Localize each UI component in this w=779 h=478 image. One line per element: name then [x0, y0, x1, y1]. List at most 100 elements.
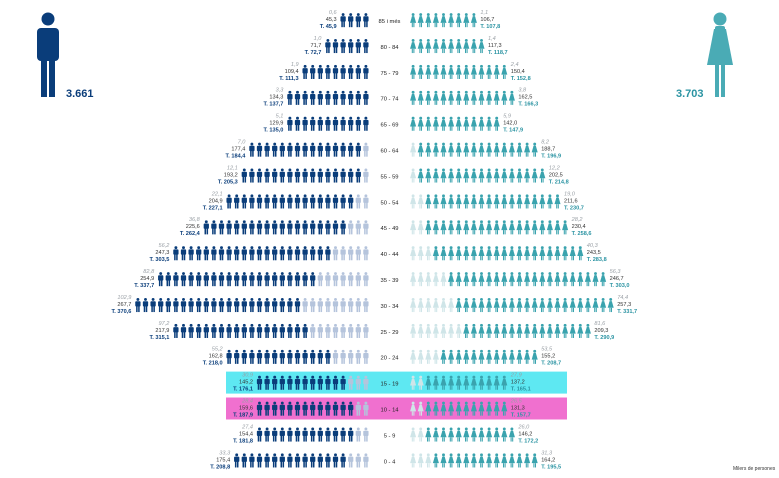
man-native-icon: [287, 349, 293, 364]
woman-native-icon: [455, 272, 462, 287]
man-native-icon: [264, 220, 270, 235]
man-foreign-icon: [348, 272, 354, 287]
woman-native-icon: [478, 427, 485, 442]
woman-native-icon: [470, 453, 477, 468]
women-native-value: 188,7: [541, 147, 555, 153]
man-native-icon: [325, 38, 331, 54]
man-native-icon: [325, 64, 331, 79]
woman-native-icon: [592, 272, 599, 287]
women-total-value: T. 152,8: [511, 76, 531, 82]
men-foreign-value: 7,0: [238, 140, 247, 146]
men-foreign-value: 30,9: [242, 373, 253, 379]
woman-foreign-icon: [448, 297, 455, 313]
man-native-icon: [226, 349, 232, 364]
men-native-value: 247,3: [155, 250, 169, 256]
man-native-icon: [249, 272, 255, 287]
women-foreign-value: 5,9: [503, 114, 511, 120]
woman-native-icon: [478, 323, 485, 338]
women-native-value: 257,3: [617, 302, 631, 308]
women-total-value: T. 107,8: [480, 24, 500, 30]
women-foreign-value: 19,0: [564, 191, 576, 197]
women-native-value: 209,3: [594, 328, 608, 334]
woman-native-icon: [432, 38, 439, 54]
man-native-icon: [325, 220, 331, 235]
men-foreign-value: 1,0: [314, 36, 323, 42]
women-foreign-value: 26,5: [510, 399, 523, 405]
man-native-icon: [340, 13, 346, 28]
woman-native-icon: [562, 220, 569, 235]
woman-native-icon: [463, 246, 470, 261]
man-native-icon: [317, 168, 323, 183]
woman-foreign-icon: [432, 297, 439, 313]
man-native-icon: [302, 142, 308, 157]
woman-native-icon: [448, 38, 455, 54]
woman-native-icon: [463, 297, 470, 313]
woman-native-icon: [524, 194, 531, 209]
woman-native-icon: [470, 297, 477, 313]
man-native-icon: [325, 194, 331, 209]
woman-native-icon: [508, 142, 515, 157]
men-foreign-value: 3,3: [276, 88, 285, 94]
woman-foreign-icon: [410, 220, 417, 235]
woman-native-icon: [531, 349, 538, 364]
woman-native-icon: [478, 246, 485, 261]
man-native-icon: [287, 168, 293, 183]
man-foreign-icon: [325, 272, 331, 287]
age-group-label: 5 - 9: [384, 433, 396, 439]
woman-native-icon: [432, 246, 439, 261]
woman-native-icon: [425, 38, 432, 54]
woman-native-icon: [508, 427, 515, 442]
woman-native-icon: [508, 297, 515, 313]
man-native-icon: [363, 38, 369, 54]
man-native-icon: [287, 90, 293, 105]
man-native-icon: [302, 272, 308, 287]
woman-native-icon: [546, 194, 553, 209]
woman-native-icon: [470, 64, 477, 79]
women-total-value: T. 331,7: [617, 309, 637, 315]
woman-native-icon: [463, 90, 470, 105]
man-native-icon: [272, 246, 278, 261]
woman-native-icon: [554, 297, 561, 313]
woman-native-icon: [600, 272, 607, 287]
man-native-icon: [272, 453, 278, 468]
women-native-value: 202,5: [549, 172, 563, 178]
man-foreign-icon: [355, 453, 361, 468]
woman-native-icon: [463, 168, 470, 183]
man-native-icon: [302, 64, 308, 79]
woman-native-icon: [546, 272, 553, 287]
women-native-value: 137,2: [511, 380, 525, 386]
woman-native-icon: [546, 246, 553, 261]
woman-native-icon: [501, 168, 508, 183]
women-total-value: T. 195,5: [541, 464, 561, 470]
man-native-icon: [264, 246, 270, 261]
age-group-label: 20 - 24: [380, 356, 399, 362]
woman-native-icon: [432, 116, 439, 131]
woman-native-icon: [516, 194, 523, 209]
man-native-icon: [302, 90, 308, 105]
man-native-icon: [241, 323, 247, 338]
man-native-icon: [218, 246, 225, 261]
man-foreign-icon: [317, 323, 323, 338]
woman-native-icon: [501, 246, 508, 261]
woman-native-icon: [501, 142, 508, 157]
man-native-icon: [287, 297, 293, 313]
man-native-icon: [249, 297, 255, 313]
woman-foreign-icon: [417, 323, 424, 338]
woman-foreign-icon: [425, 323, 432, 338]
woman-native-icon: [463, 427, 470, 442]
woman-native-icon: [455, 116, 462, 131]
man-native-icon: [226, 297, 232, 313]
man-foreign-icon: [340, 272, 346, 287]
man-native-icon: [279, 272, 285, 287]
woman-native-icon: [463, 349, 470, 364]
woman-native-icon: [524, 246, 531, 261]
man-native-icon: [332, 427, 339, 442]
women-total-value: T. 157,7: [511, 413, 531, 419]
man-native-icon: [317, 246, 323, 261]
woman-native-icon: [455, 427, 462, 442]
man-native-icon: [234, 194, 240, 209]
men-total-value: T. 135,0: [263, 128, 283, 134]
man-native-icon: [188, 297, 194, 313]
man-native-icon: [279, 194, 285, 209]
